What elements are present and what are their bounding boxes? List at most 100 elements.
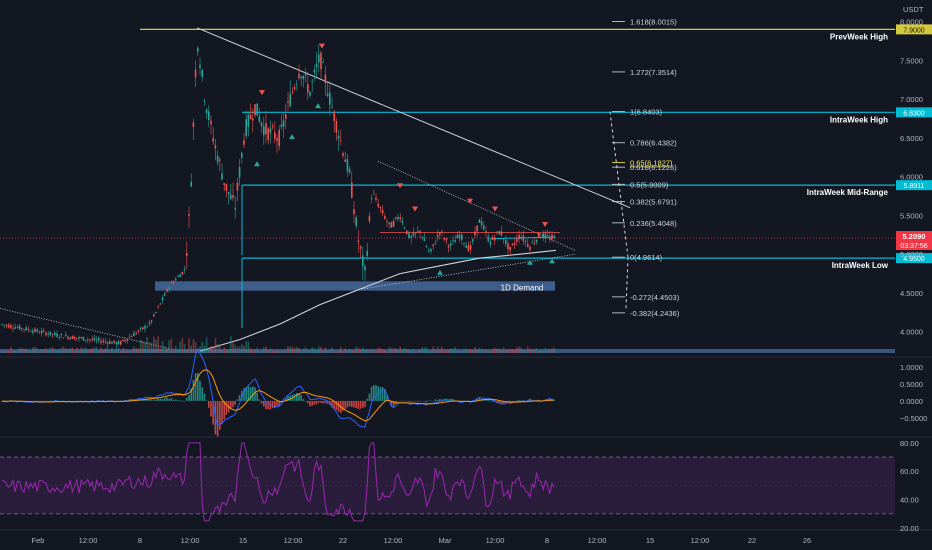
level-tag-3: [896, 253, 932, 264]
volume-bar: [518, 346, 520, 353]
volume-bar: [282, 350, 285, 353]
fib-label-7: 0.382(5.6791): [630, 198, 677, 207]
candle-body: [307, 84, 309, 93]
candle-body: [126, 339, 129, 341]
volume-bar: [34, 346, 36, 353]
candle-body: [463, 242, 465, 245]
volume-bar: [164, 346, 166, 353]
volume-bar: [25, 348, 27, 353]
volume-bar: [54, 348, 56, 353]
candle-body: [124, 340, 126, 342]
volume-bar: [148, 342, 151, 353]
volume-bar: [27, 350, 30, 353]
rsi-line: [1, 442, 555, 522]
macd-histogram-bar: [208, 400, 210, 408]
candle-body: [236, 182, 239, 191]
candle-body: [80, 337, 82, 339]
volume-bar: [428, 350, 430, 353]
volume-bar: [430, 351, 432, 353]
candle-body: [84, 339, 87, 341]
volume-bar: [194, 341, 197, 353]
volume-bar: [392, 348, 395, 353]
buy-signal-marker: [289, 134, 295, 140]
candle-body: [421, 237, 423, 239]
macd-histogram-bar: [342, 400, 344, 411]
volume-bar: [522, 349, 525, 353]
macd-histogram-bar: [256, 392, 258, 401]
candle-body: [366, 250, 368, 257]
price-axis-tick: 5.0000: [900, 250, 923, 259]
volume-bar: [100, 347, 102, 353]
candle-body: [128, 336, 131, 338]
macd-histogram-bar: [362, 400, 364, 408]
fib-label-2: 1(6.8403): [630, 108, 663, 117]
volume-bar: [181, 337, 184, 353]
macd-axis-tick: 0.5000: [900, 380, 923, 389]
candle-body: [60, 334, 63, 336]
volume-bar: [480, 349, 483, 353]
macd-histogram-bar: [216, 400, 219, 437]
volume-bar: [335, 351, 338, 353]
candle-body: [192, 122, 195, 128]
candle-body: [157, 306, 159, 308]
volume-bar: [166, 348, 168, 353]
volume-bar: [104, 348, 107, 353]
volume-bar: [377, 348, 379, 353]
macd-histogram-bar: [434, 399, 437, 401]
macd-histogram-bar: [192, 379, 195, 401]
macd-histogram-bar: [353, 400, 355, 408]
volume-bar: [126, 350, 129, 353]
volume-bar: [434, 349, 437, 353]
candle-body: [304, 73, 307, 76]
candle-body: [146, 326, 148, 328]
candle-body: [144, 326, 146, 329]
time-axis-label: 12:00: [181, 536, 200, 545]
macd-histogram-bar: [375, 385, 377, 401]
volume-bar: [230, 336, 232, 353]
candle-body: [322, 61, 324, 63]
volume-bar: [93, 347, 96, 353]
volume-bar: [133, 346, 135, 353]
volume-bar: [463, 349, 465, 353]
candle-body: [256, 103, 258, 116]
volume-bar: [368, 349, 371, 353]
macd-histogram-bar: [333, 400, 335, 409]
volume-bar: [467, 350, 470, 353]
level-tag-text-1: 6.8300: [903, 110, 925, 117]
volume-bar: [496, 348, 498, 353]
candle-body: [324, 74, 327, 84]
candle-body: [29, 331, 32, 333]
macd-histogram-bar: [439, 398, 441, 401]
candle-body: [159, 303, 162, 305]
macd-histogram-bar: [326, 400, 329, 404]
level-label-2: IntraWeek Mid-Range: [807, 188, 889, 197]
macd-histogram-bar: [245, 387, 247, 401]
volume-bar: [425, 347, 428, 353]
volume-bar: [271, 350, 274, 353]
macd-histogram-bar: [82, 400, 85, 402]
sell-signal-marker: [467, 198, 473, 204]
volume-bar: [331, 347, 333, 353]
candle-body: [27, 329, 30, 330]
candle-body: [49, 331, 52, 335]
price-axis-tick: 6.5000: [900, 134, 923, 143]
volume-bar: [421, 347, 423, 353]
macd-histogram-bar: [392, 400, 395, 407]
candle-body: [47, 333, 49, 335]
macd-histogram-bar: [337, 400, 340, 412]
candle-body: [487, 236, 489, 242]
time-axis-label: 15: [646, 536, 654, 545]
candle-body: [326, 93, 329, 96]
candle-body: [342, 153, 344, 156]
macd-histogram-bar: [153, 400, 155, 401]
candle-body: [399, 217, 401, 220]
macd-histogram-bar: [315, 400, 318, 405]
candle-body: [390, 222, 393, 228]
volume-bar: [155, 339, 157, 353]
volume-bar: [505, 350, 507, 353]
volume-bar: [300, 351, 302, 353]
macd-histogram-bar: [511, 400, 514, 402]
volume-bar: [29, 350, 32, 353]
macd-histogram-bar: [384, 388, 386, 401]
